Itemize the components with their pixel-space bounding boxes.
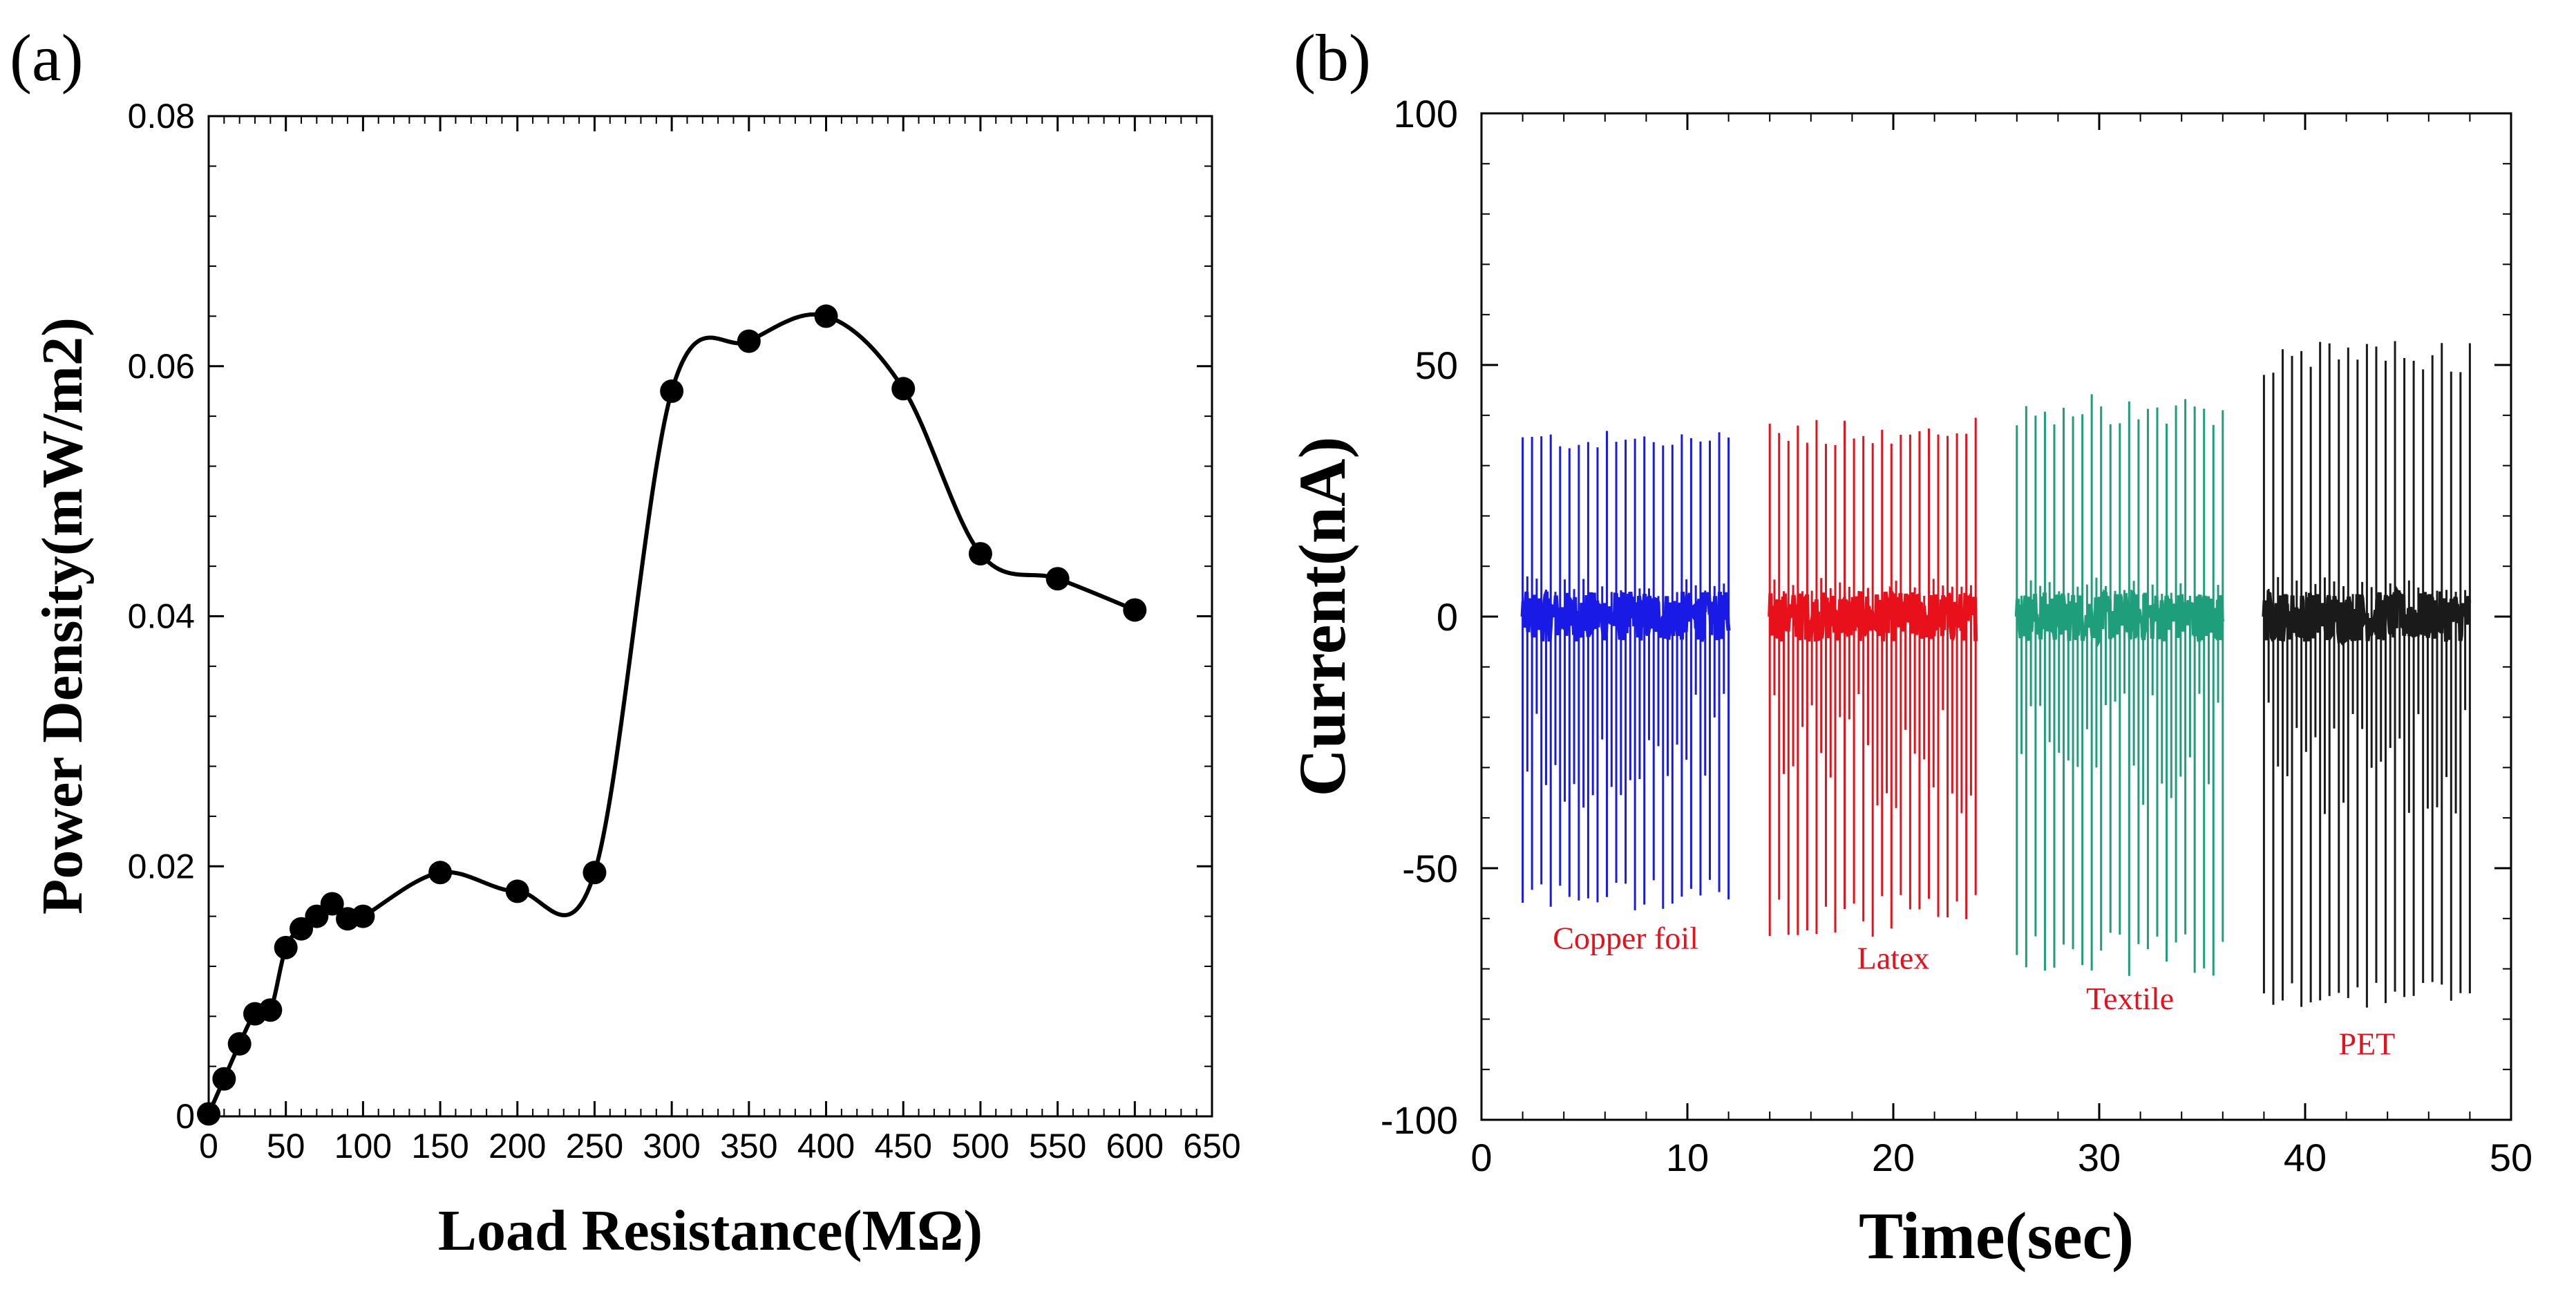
a-x-tick-label: 650 (1183, 1127, 1240, 1165)
a-data-point (660, 379, 684, 403)
a-x-tick-label: 400 (797, 1127, 855, 1165)
a-y-tick-label: 0.02 (128, 847, 195, 885)
panel-b-x-axis-title: Time(sec) (1859, 1199, 2134, 1273)
panel-a-plot-frame (207, 115, 1213, 1118)
a-data-point (505, 879, 529, 903)
b-series-latex (1768, 418, 1978, 937)
b-x-tick-label: 50 (2490, 1136, 2532, 1179)
a-x-tick-label: 150 (411, 1127, 468, 1165)
panel-a-ticks (207, 115, 1213, 1118)
a-y-tick-label: 0.08 (128, 97, 195, 135)
b-series-label: Latex (1857, 941, 1930, 976)
panel-a-data-points (197, 304, 1147, 1126)
a-x-tick-label: 500 (951, 1127, 1009, 1165)
a-x-tick-label: 300 (643, 1127, 700, 1165)
panel-b-x-tick-labels: 0 10 20 30 40 50 (1470, 1136, 2532, 1179)
panel-a-y-tick-labels: 0 0.02 0.04 0.06 0.08 (128, 97, 195, 1136)
panel-a-power-density-chart: (a) 0 50 100 150 200 250 300 350 400 450 500 550 600… (10, 21, 1241, 1263)
a-x-tick-label: 50 (267, 1127, 305, 1165)
a-x-tick-label: 200 (489, 1127, 546, 1165)
a-data-point (1045, 567, 1070, 591)
panel-b-label: (b) (1294, 21, 1371, 95)
a-data-point (258, 998, 283, 1022)
b-baseline-noise (2014, 589, 2225, 649)
a-data-point (227, 1032, 252, 1056)
a-data-point (274, 935, 298, 959)
a-y-tick-label: 0 (176, 1097, 195, 1136)
a-x-tick-label: 600 (1106, 1127, 1164, 1165)
b-current-spikes (2262, 341, 2471, 1008)
panel-b-y-tick-labels: -100 -50 0 50 100 (1381, 92, 1458, 1142)
a-data-point (351, 904, 375, 928)
a-x-tick-label: 0 (199, 1127, 218, 1165)
panel-a-x-axis-title: Load Resistance(MΩ) (438, 1199, 983, 1263)
b-y-tick-label: -50 (1402, 847, 1458, 890)
b-series-label: PET (2339, 1026, 2396, 1061)
b-baseline-noise (2262, 584, 2472, 646)
b-series-textile (2014, 394, 2225, 976)
b-x-tick-label: 10 (1666, 1136, 1709, 1179)
b-y-tick-label: 0 (1437, 595, 1458, 639)
b-x-tick-label: 20 (1872, 1136, 1915, 1179)
a-x-tick-label: 550 (1029, 1127, 1086, 1165)
a-data-point (320, 892, 344, 916)
a-data-point (737, 329, 761, 353)
a-data-point (212, 1067, 236, 1091)
panel-a-x-tick-labels: 0 50 100 150 200 250 300 350 400 450 500 550 600 650 (199, 1127, 1241, 1165)
panel-a-fit-curve (207, 312, 1136, 1115)
a-data-point (1123, 598, 1147, 622)
a-data-point (814, 304, 838, 328)
b-y-tick-label: 50 (1415, 344, 1458, 387)
b-baseline-noise (1520, 591, 1731, 642)
a-x-tick-label: 250 (566, 1127, 623, 1165)
panel-b-y-axis-title: Current(nA) (1285, 437, 1359, 797)
a-y-tick-label: 0.06 (128, 347, 195, 386)
b-series-label: Copper foil (1553, 920, 1698, 955)
panel-a-y-axis-title: Power Density(mW/m2) (30, 317, 95, 915)
b-y-tick-label: 100 (1394, 92, 1458, 135)
b-y-tick-label: -100 (1381, 1098, 1458, 1142)
b-current-spikes (1522, 431, 1730, 910)
panel-b-current-chart: (b) 0 10 20 30 40 50 -100 -50 0 50 100 Copper foi… (1285, 21, 2532, 1273)
b-x-tick-label: 30 (2078, 1136, 2121, 1179)
b-series-pet (2262, 341, 2472, 1008)
b-current-spikes (2016, 394, 2224, 976)
b-series-copper-foil (1520, 431, 1731, 910)
panel-b-series-labels: Copper foil Latex Textile PET (1553, 920, 2395, 1061)
panel-b-ticks (1480, 112, 2512, 1121)
a-data-point (583, 861, 607, 885)
b-baseline-noise (1768, 585, 1978, 642)
a-x-tick-label: 450 (875, 1127, 932, 1165)
a-data-point (891, 377, 916, 401)
b-x-tick-label: 40 (2284, 1136, 2327, 1179)
panel-b-series (1520, 341, 2472, 1008)
a-x-tick-label: 100 (334, 1127, 392, 1165)
panel-a-label: (a) (10, 21, 84, 95)
a-data-point (968, 542, 992, 566)
a-y-tick-label: 0.04 (128, 597, 195, 636)
b-current-spikes (1768, 418, 1977, 937)
a-data-point (197, 1102, 220, 1126)
b-x-tick-label: 0 (1470, 1136, 1492, 1179)
a-data-point (428, 861, 453, 885)
b-series-label: Textile (2086, 981, 2174, 1016)
a-x-tick-label: 350 (720, 1127, 777, 1165)
